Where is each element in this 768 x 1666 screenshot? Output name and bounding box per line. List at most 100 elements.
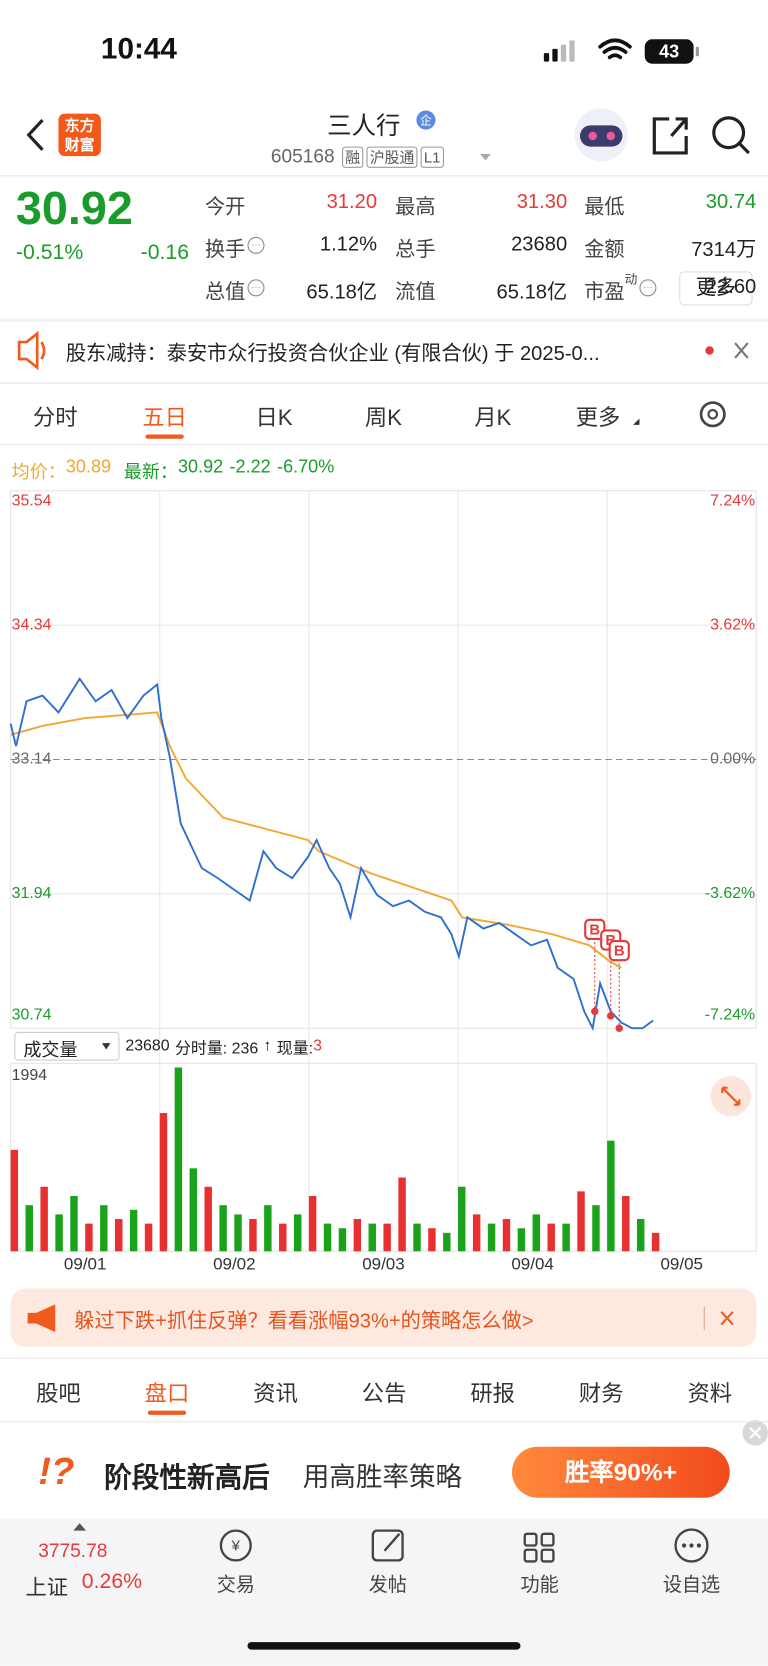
period-tab[interactable]: 更多	[575, 405, 621, 431]
volume-bar	[636, 1219, 645, 1252]
logo-line: 东方	[64, 116, 95, 134]
volume-bar	[353, 1219, 362, 1252]
volume-select[interactable]	[14, 1031, 120, 1061]
field-label: 市盈	[584, 281, 625, 304]
search-handle	[738, 142, 750, 155]
info-line: 均价： 30.89 最新： 30.92 -2.22 -6.70%	[12, 457, 335, 484]
avatar-eye	[606, 131, 616, 141]
volume-bar	[428, 1228, 436, 1252]
ad-headline: 阶段性新高后	[104, 1461, 270, 1494]
period-tab[interactable]: 五日	[142, 405, 187, 431]
volume-bar	[443, 1232, 451, 1252]
last-change: -2.22	[229, 456, 271, 477]
settings-core	[707, 408, 719, 420]
speaker-icon	[17, 330, 46, 371]
divider	[0, 1421, 768, 1423]
x-tick-label: 09/04	[511, 1255, 554, 1274]
notice[interactable]: 股东减持：泰安市众行投资合伙企业 (有限合伙) 于 2025-0...	[65, 343, 600, 366]
detail-tab[interactable]: 盘口	[144, 1381, 190, 1407]
x-tick-label: 09/01	[64, 1255, 107, 1274]
volume-bar	[219, 1205, 227, 1252]
ad-mark: !?	[38, 1448, 75, 1493]
nav-bg	[0, 1518, 768, 1666]
field-label: 总值	[205, 281, 246, 304]
x-tick-label: 09/05	[660, 1255, 703, 1274]
subtab-underline	[147, 1410, 187, 1415]
index-change[interactable]: 0.26%	[81, 1569, 143, 1594]
notice-dot	[705, 346, 714, 355]
index-name[interactable]: 上证	[25, 1576, 68, 1600]
trade-point	[591, 1007, 599, 1016]
period-tab[interactable]: 分时	[32, 405, 78, 431]
series-line	[10, 711, 622, 969]
nav-item[interactable]: 设自选	[662, 1574, 721, 1596]
stock-badge: 企	[420, 114, 432, 128]
share-icon[interactable]	[652, 117, 688, 155]
y-tick-label: 30.74	[12, 1007, 52, 1024]
volume-bar	[174, 1067, 183, 1252]
stock-name: 三人行	[327, 111, 401, 140]
stock-code: 605168	[270, 145, 335, 167]
period-tab[interactable]: 周K	[364, 405, 403, 431]
volume-bar	[502, 1219, 511, 1252]
nav-dots	[681, 1543, 702, 1548]
volume-title[interactable]: 成交量	[23, 1039, 78, 1061]
trade-badge	[608, 940, 630, 962]
ad-button[interactable]	[511, 1446, 730, 1498]
avg-label: 均价：	[11, 462, 66, 483]
more-label[interactable]: 更多	[695, 277, 737, 300]
trade-badge	[584, 918, 606, 941]
price: 30.92	[15, 182, 133, 235]
divider	[0, 175, 768, 177]
promo-box[interactable]	[10, 1288, 757, 1347]
settings-icon[interactable]	[699, 401, 726, 428]
volume-bar	[144, 1223, 153, 1252]
info-icon: ···	[639, 279, 657, 297]
tab-underline	[145, 434, 184, 439]
yen-glyph: ¥	[231, 1538, 241, 1554]
detail-tab[interactable]: 财务	[578, 1381, 624, 1407]
change-pct: -0.51%	[15, 241, 84, 265]
volume-bar	[129, 1209, 138, 1252]
ad-close-x	[749, 1426, 762, 1439]
period-tab[interactable]: 月K	[474, 405, 512, 431]
volume-bar	[383, 1223, 391, 1252]
trade-label: B	[589, 922, 600, 938]
field-value: 23680	[511, 233, 568, 256]
series-line	[9, 677, 654, 1032]
stock-tag: 融	[342, 146, 364, 168]
volume-bar	[607, 1140, 615, 1252]
logo	[58, 113, 101, 157]
volume-bar	[308, 1195, 317, 1252]
period-tab[interactable]: 日K	[255, 405, 293, 431]
detail-tab[interactable]: 资料	[687, 1381, 733, 1407]
nav-item[interactable]: 交易	[216, 1574, 255, 1596]
logo-text: 东方 财富	[58, 116, 100, 154]
ad-text: 用高胜率策略	[302, 1462, 463, 1493]
promo-text[interactable]: 躲过下跌+抓住反弹？看看涨幅93%+的策略怎么做>	[74, 1310, 534, 1334]
volume-bar	[100, 1205, 108, 1252]
nav-item[interactable]: 发帖	[368, 1574, 407, 1596]
volume-bar	[622, 1195, 630, 1252]
stock-tag: 沪股通	[366, 146, 418, 168]
dropdown-icon[interactable]	[480, 154, 491, 161]
detail-tab[interactable]: 研报	[470, 1381, 515, 1407]
detail-tab[interactable]: 资讯	[253, 1381, 298, 1407]
search-icon[interactable]	[712, 116, 746, 150]
battery-shell	[644, 39, 694, 64]
promo-close[interactable]	[720, 1311, 734, 1326]
volume-bar	[562, 1223, 570, 1252]
nav-item[interactable]: 功能	[520, 1574, 559, 1596]
ad-button-label[interactable]: 胜率90%+	[564, 1458, 677, 1487]
volume-frame	[10, 1062, 757, 1252]
index-value[interactable]: 3775.78	[38, 1540, 108, 1562]
back-icon[interactable]	[26, 118, 44, 151]
volume-bar	[249, 1219, 257, 1252]
info-icon: ···	[247, 279, 265, 297]
more-button[interactable]	[679, 271, 753, 306]
nav-icons	[219, 1528, 709, 1563]
expand-icon	[721, 1086, 741, 1106]
notice-close[interactable]	[734, 342, 749, 359]
detail-tab[interactable]: 股吧	[36, 1381, 81, 1407]
detail-tab[interactable]: 公告	[361, 1381, 407, 1407]
